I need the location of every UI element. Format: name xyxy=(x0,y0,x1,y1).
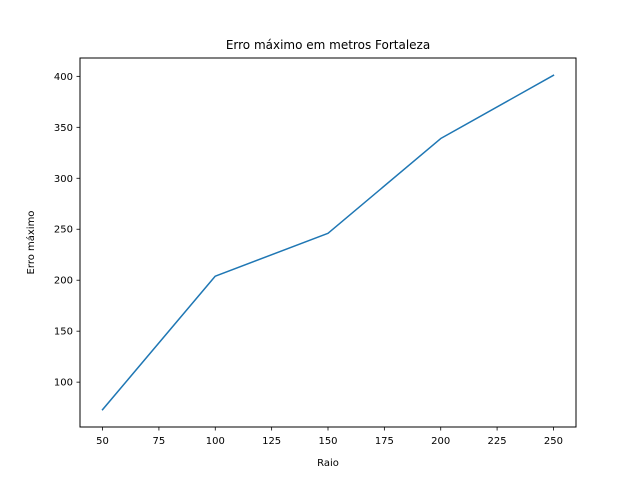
x-tick-label: 100 xyxy=(206,436,225,447)
x-tick-label: 50 xyxy=(96,436,109,447)
y-tick-label: 150 xyxy=(54,327,73,338)
y-tick-label: 100 xyxy=(54,378,73,389)
series-line xyxy=(101,74,555,411)
y-tick-label: 250 xyxy=(54,225,73,236)
y-tick-label: 200 xyxy=(54,276,73,287)
plot-area-frame xyxy=(79,57,577,428)
x-tick-label: 150 xyxy=(318,436,337,447)
x-tick-label: 225 xyxy=(488,436,507,447)
x-tick-label: 175 xyxy=(375,436,394,447)
y-tick-label: 300 xyxy=(54,174,73,185)
y-tick-label: 400 xyxy=(54,72,73,83)
x-tick-label: 250 xyxy=(544,436,563,447)
x-tick-label: 125 xyxy=(262,436,281,447)
y-ticks: 100 150 200 250 300 350 400 xyxy=(54,72,80,389)
chart-title: Erro máximo em metros Fortaleza xyxy=(226,38,430,52)
y-tick-label: 350 xyxy=(54,123,73,134)
x-tick-label: 75 xyxy=(153,436,166,447)
x-axis-label: Raio xyxy=(317,458,339,469)
x-ticks: 50 75 100 125 150 175 200 225 250 xyxy=(96,427,563,447)
y-axis-label: Erro máximo xyxy=(25,211,37,275)
x-tick-label: 200 xyxy=(431,436,450,447)
